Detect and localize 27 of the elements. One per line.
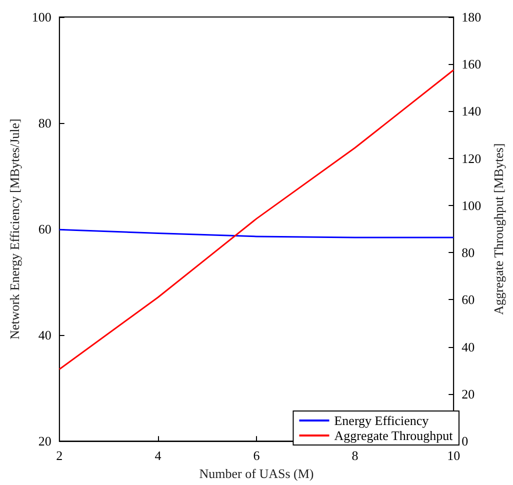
y2-tick-label: 20 [462,386,475,402]
y2-axis-title: Aggregate Throughput [MBytes] [491,143,506,315]
y-tick-label: 40 [38,328,52,343]
y2-tick-label: 180 [462,10,482,24]
y-tick-label: 60 [38,222,52,237]
y2-tick-label: 140 [462,104,482,119]
legend-label: Energy Efficiency [334,413,430,428]
y-tick-label: 100 [32,10,52,24]
x-tick-label: 2 [56,448,63,464]
y2-tick-label: 80 [462,245,475,260]
x-tick-label: 6 [253,448,260,464]
x-axis-title: Number of UASs (M) [199,466,314,481]
y-tick-label: 80 [38,116,52,131]
line-series [58,69,454,370]
y-axis-title: Network Energy Efficiency [MBytes/Jule] [7,118,22,340]
y2-tick-label: 160 [462,56,482,72]
x-tick-label: 8 [352,448,358,464]
y2-tick-label: 100 [462,198,482,213]
y-tick-label: 20 [38,434,52,449]
y2-tick-label: 0 [462,434,468,449]
legend-label: Aggregate Throughput [334,428,454,443]
y2-tick-label: 40 [462,339,475,354]
y2-tick-label: 60 [462,292,475,308]
x-tick-label: 10 [447,448,460,464]
line-series [58,228,454,238]
y2-tick-label: 120 [462,150,482,166]
x-tick-label: 4 [154,448,162,464]
